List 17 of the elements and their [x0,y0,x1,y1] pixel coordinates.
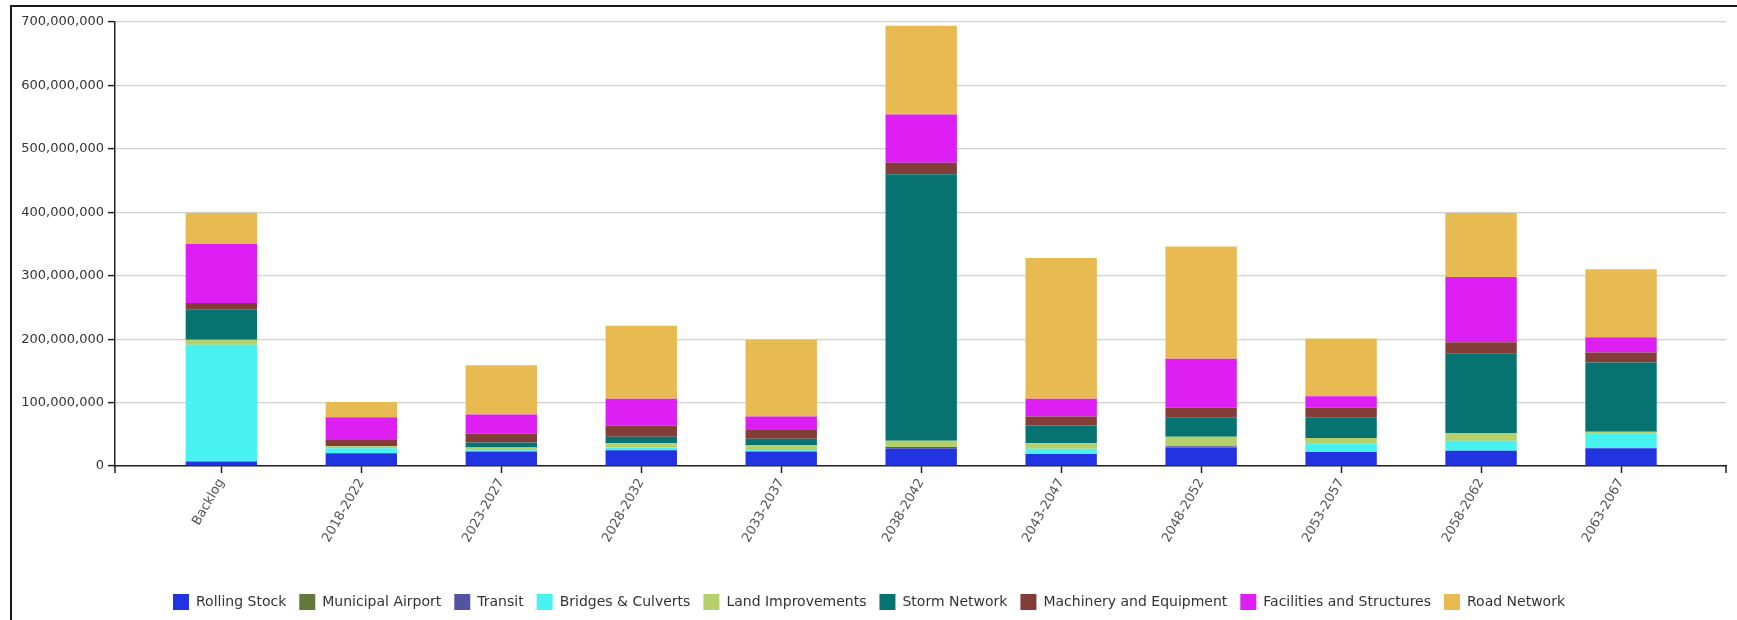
legend-label: Transit [476,592,525,609]
legend-label: Storm Network [902,592,1009,609]
legend-label: Machinery and Equipment [1043,592,1228,609]
y-tick-label: 200,000,000 [21,330,104,346]
legend-label: Road Network [1466,592,1566,609]
y-tick-label: 300,000,000 [21,267,104,283]
legend-label: Facilities and Structures [1263,592,1431,609]
y-tick-label: 0 [95,457,104,473]
y-tick-label: 500,000,000 [21,140,104,156]
y-tick-label: 100,000,000 [21,393,104,409]
y-tick-label: 600,000,000 [21,76,104,92]
y-tick-label: 400,000,000 [21,203,104,219]
legend-label: Land Improvements [726,592,867,609]
y-tick-label: 700,000,000 [21,13,104,29]
legend-label: Bridges & Culverts [559,592,691,609]
legend-label: Municipal Airport [322,592,442,609]
legend-label: Rolling Stock [195,592,288,609]
